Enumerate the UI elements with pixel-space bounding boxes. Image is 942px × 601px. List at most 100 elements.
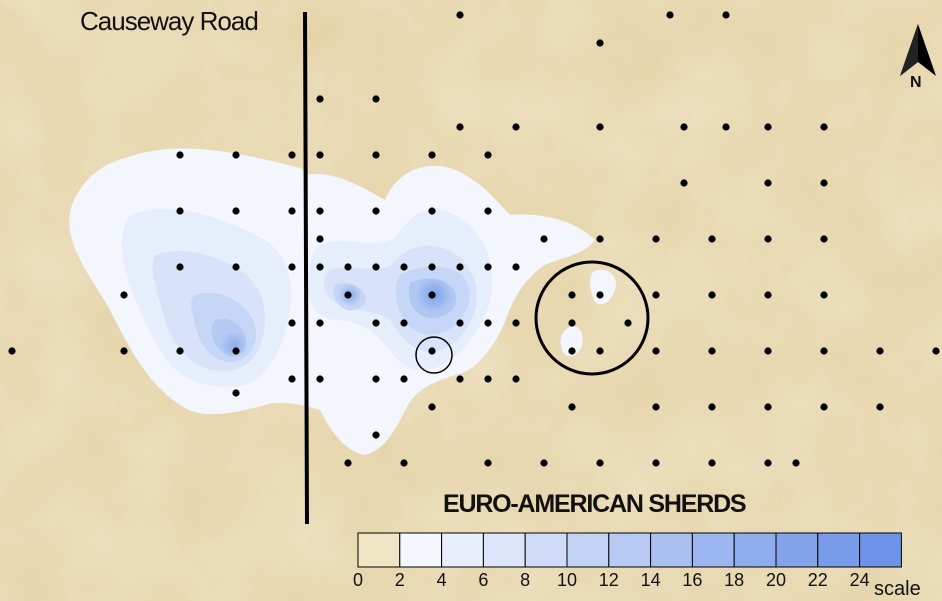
sample-point (484, 459, 492, 467)
sample-point (540, 459, 548, 467)
sample-point (484, 151, 492, 159)
sample-point (316, 151, 324, 159)
causeway-road-line (303, 11, 309, 525)
sample-point (596, 459, 604, 467)
sample-point (568, 291, 576, 299)
sample-point (316, 319, 324, 327)
legend-tick-label: 12 (598, 570, 619, 590)
sample-point (456, 11, 464, 19)
legend-swatch (399, 532, 443, 568)
sample-point (372, 319, 380, 327)
sample-point (372, 263, 380, 271)
sample-point (372, 207, 380, 215)
sample-point (120, 291, 128, 299)
sample-point (176, 207, 184, 215)
legend-tick-label: 10 (556, 570, 578, 590)
sample-point (232, 151, 240, 159)
north-arrow-icon (900, 24, 936, 76)
sample-point (932, 347, 940, 355)
sample-point (288, 375, 296, 383)
legend-unit-label: scale (874, 578, 921, 600)
sample-point (764, 235, 772, 243)
sample-points (8, 11, 940, 467)
sample-point (876, 403, 884, 411)
sample-point (722, 123, 730, 131)
sample-point (316, 263, 324, 271)
legend-swatch (859, 532, 902, 568)
legend-swatch (733, 532, 777, 568)
sample-point (8, 347, 16, 355)
sample-point (540, 235, 548, 243)
sample-point (512, 263, 520, 271)
hotspot-west (220, 331, 248, 359)
sample-point (820, 291, 828, 299)
sample-point (764, 459, 772, 467)
legend-tick-label: 0 (352, 570, 364, 590)
legend-tick-label: 22 (807, 570, 828, 590)
sample-point (428, 151, 436, 159)
sample-point (344, 263, 352, 271)
sample-point (708, 459, 716, 467)
sample-point (400, 459, 408, 467)
sample-point (232, 263, 240, 271)
sample-point (666, 11, 674, 19)
contour-level-0-island-2 (560, 326, 583, 357)
sample-point (372, 375, 380, 383)
sample-point (428, 291, 436, 299)
legend-swatch (441, 532, 484, 568)
sample-point (456, 319, 464, 327)
sample-point (596, 347, 604, 355)
sample-point (428, 347, 436, 355)
legend-tick-label: 4 (436, 570, 447, 590)
sample-point (120, 347, 128, 355)
sample-point (288, 263, 296, 271)
sample-point (652, 235, 660, 243)
sample-point (764, 179, 772, 187)
legend-tick-label: 24 (849, 570, 870, 590)
sample-point (708, 347, 716, 355)
sample-point (316, 235, 324, 243)
sample-point (344, 291, 352, 299)
sample-point (176, 263, 184, 271)
legend-swatch (566, 532, 610, 568)
sample-point (288, 319, 296, 327)
legend-swatch (691, 532, 735, 568)
sample-point (708, 291, 716, 299)
sample-point (400, 375, 408, 383)
sample-point (512, 375, 520, 383)
road-label: Causeway Road (80, 6, 259, 36)
sample-point (722, 11, 730, 19)
sample-point (764, 291, 772, 299)
legend-tick-label: 16 (682, 570, 703, 590)
sample-point (456, 123, 464, 131)
sample-point (484, 207, 492, 215)
legend-swatch (524, 532, 568, 568)
sample-point (680, 179, 688, 187)
legend-swatch (817, 532, 861, 568)
sample-point (652, 403, 660, 411)
legend-title: EURO-AMERICAN SHERDS (443, 490, 747, 518)
sample-point (680, 123, 688, 131)
legend-tick-label: 20 (765, 570, 787, 590)
sample-point (652, 291, 660, 299)
sample-point (232, 347, 240, 355)
sample-point (400, 263, 408, 271)
legend-swatch (357, 532, 401, 568)
sample-point (484, 263, 492, 271)
sample-point (288, 207, 296, 215)
legend-tick-label: 18 (724, 570, 745, 590)
sample-point (568, 319, 576, 327)
feature-circle-large (534, 260, 650, 376)
sample-point (764, 403, 772, 411)
sample-point (428, 207, 436, 215)
sample-point (792, 459, 800, 467)
sample-point (176, 151, 184, 159)
sample-point (820, 123, 828, 131)
sample-point (512, 319, 520, 327)
sample-point (596, 123, 604, 131)
sample-point (176, 347, 184, 355)
legend-swatch (608, 532, 652, 568)
legend-tick-label: 2 (394, 570, 405, 590)
feature-circle-small (415, 336, 453, 374)
